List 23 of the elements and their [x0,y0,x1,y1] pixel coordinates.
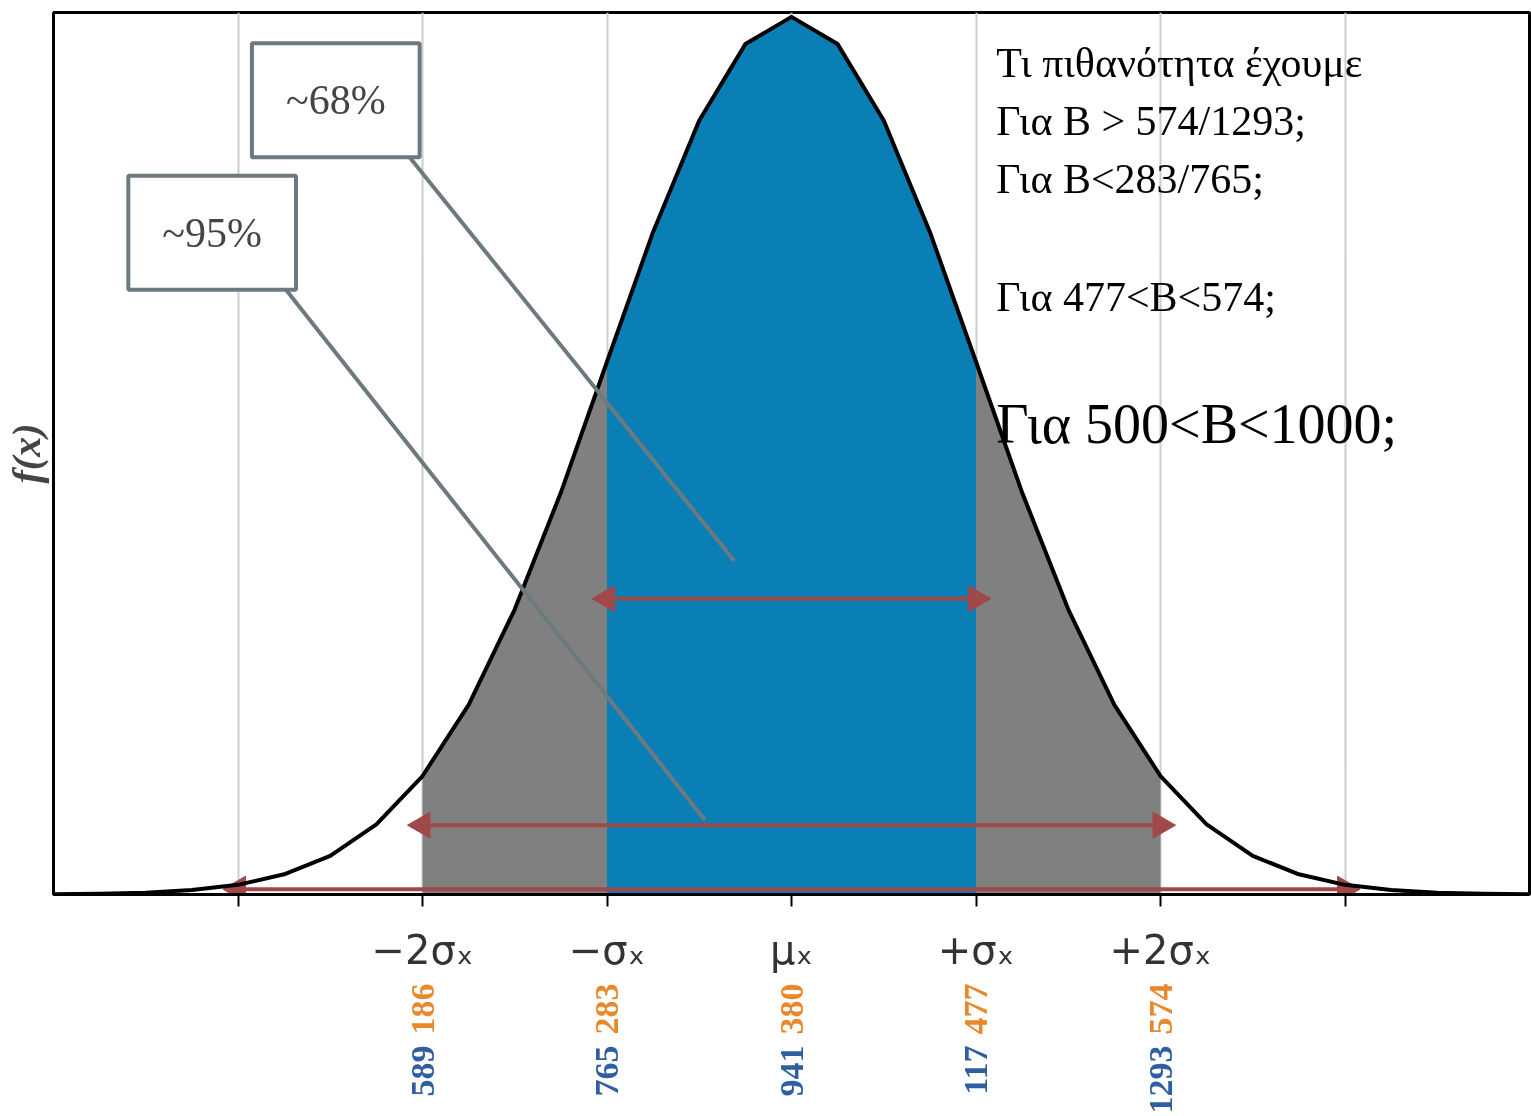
annotation: Για 477<B<574; [996,273,1276,320]
annotation: Τι πιθανότητα έχουμε [996,39,1363,86]
annotation: ~95% [162,209,263,256]
text: 941 [772,1045,810,1097]
x2-tick-label: 283 [588,983,625,1035]
annotation: Για B<283/765; [996,156,1264,203]
x2-tick-label: 186 [403,983,441,1035]
text: 117 [957,1045,994,1095]
y-axis-title: f(x) [3,423,49,484]
x2-tick-label: 380 [772,983,810,1035]
x-tick-label: −2σₓ [371,926,474,973]
text: 765 [588,1045,625,1097]
x2-tick-label: 477 [957,983,994,1035]
annotation: ~68% [285,77,386,124]
x2-tick-label: 574 [1141,983,1179,1035]
x-tick-label: +2σₓ [1109,926,1212,973]
annotation: Για 500<B<1000; [996,393,1398,456]
x-tick-label: −σₓ [568,926,646,973]
x-tick-label: μₓ [769,926,814,973]
annotation: Για B > 574/1293; [996,98,1306,145]
text: 1293 [1141,1045,1179,1114]
text: 589 [403,1045,441,1097]
x-tick-label: +σₓ [937,926,1015,973]
